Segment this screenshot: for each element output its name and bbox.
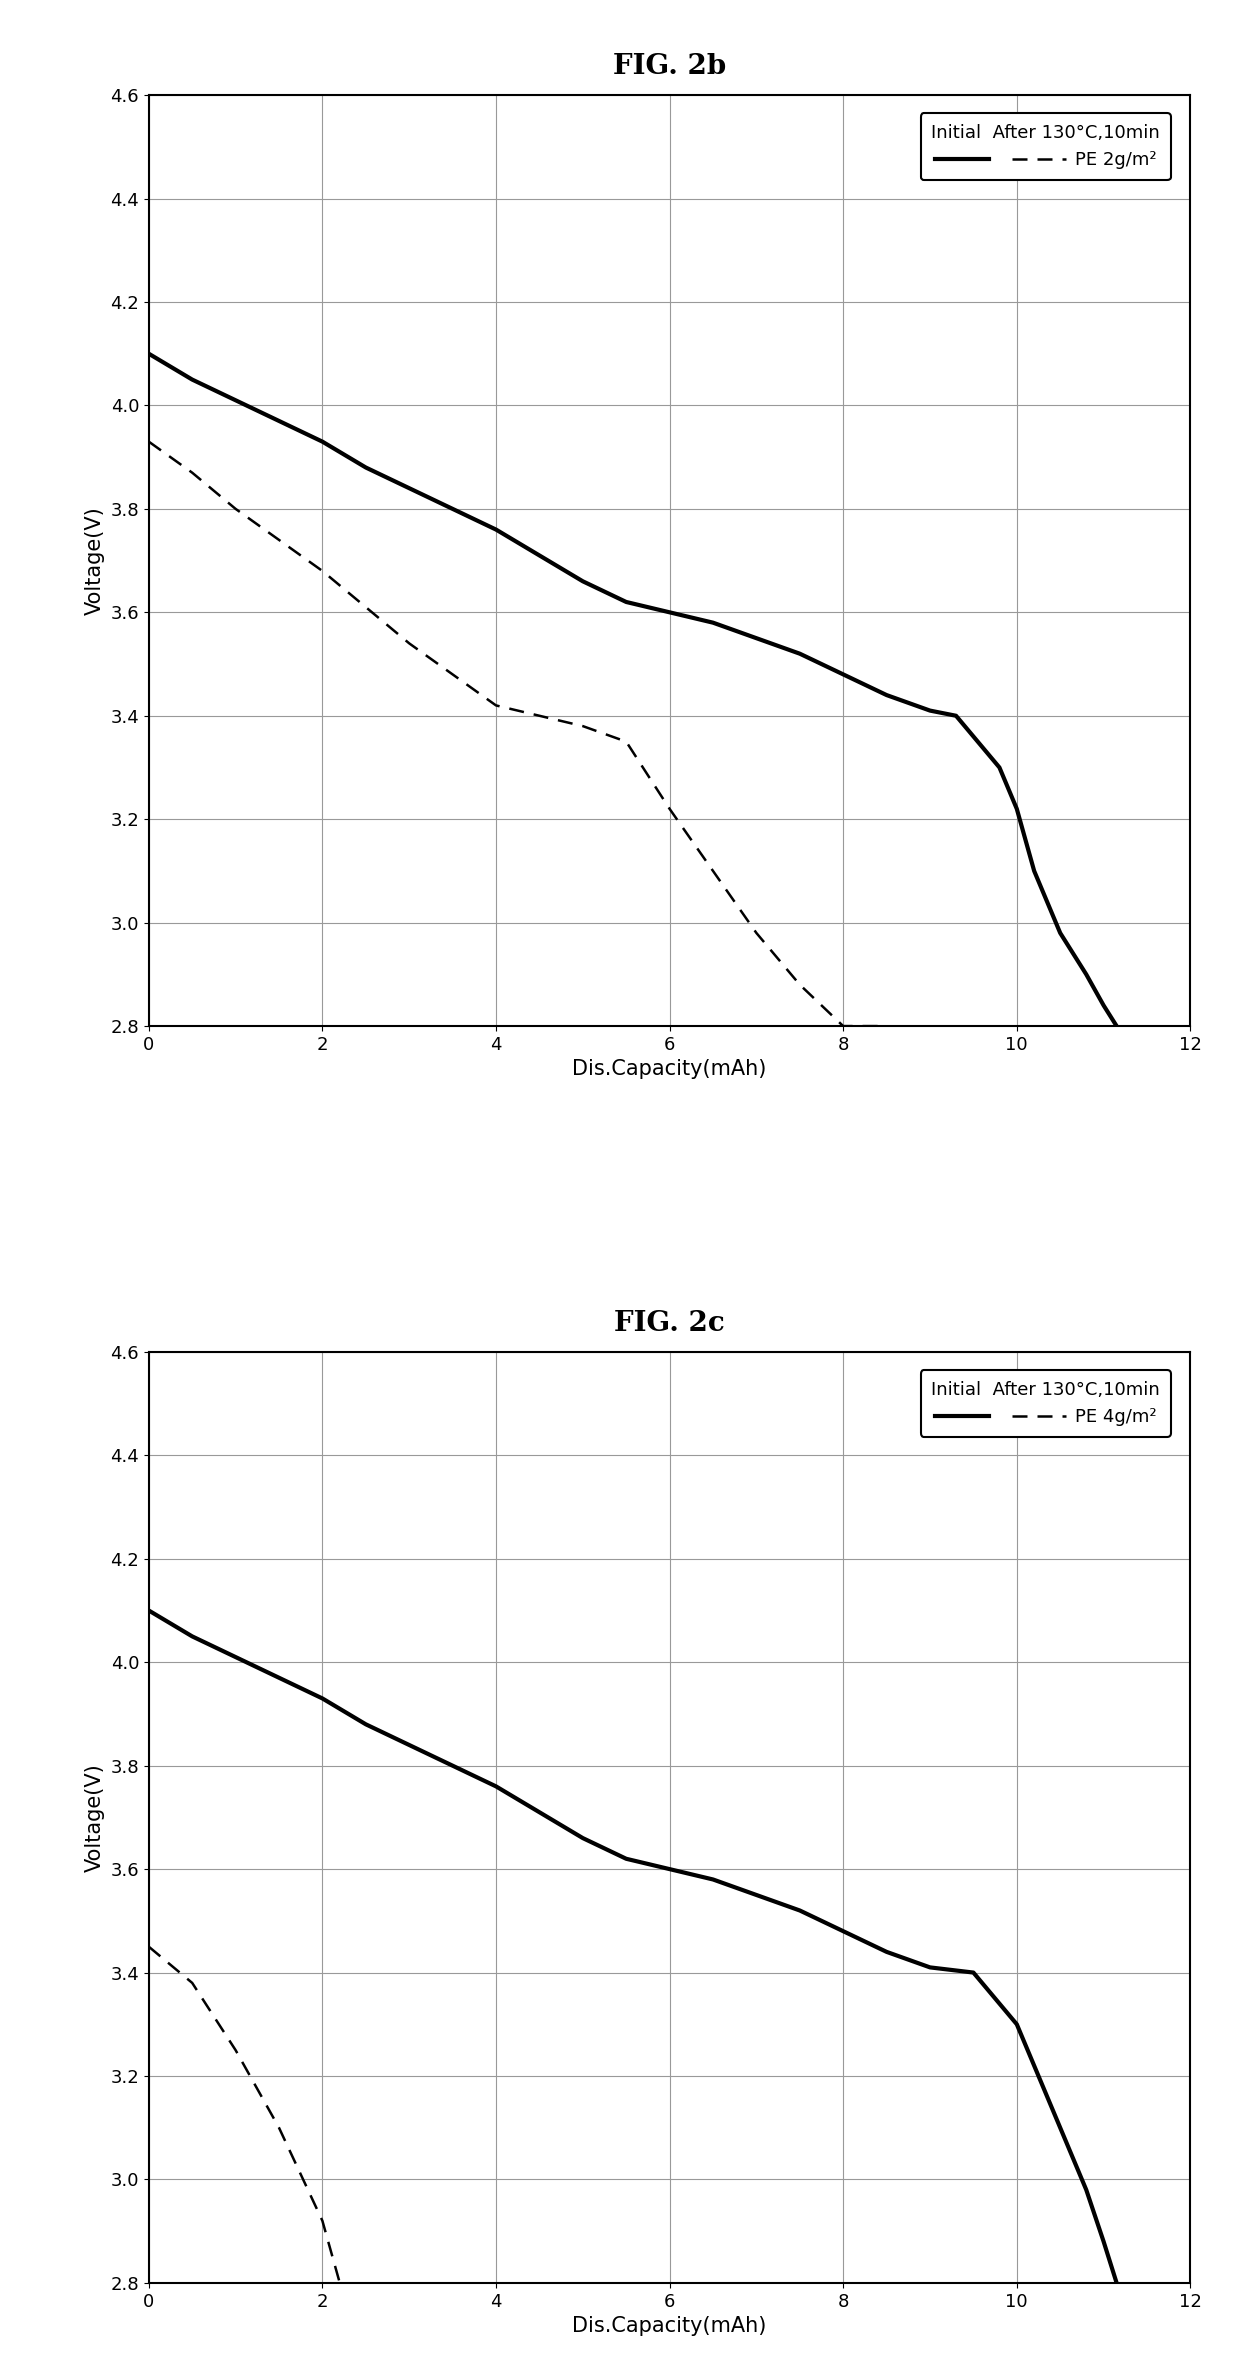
X-axis label: Dis.Capacity(mAh): Dis.Capacity(mAh) — [573, 2316, 766, 2335]
Legend: , PE 4g/m²: , PE 4g/m² — [920, 1370, 1171, 1436]
X-axis label: Dis.Capacity(mAh): Dis.Capacity(mAh) — [573, 1058, 766, 1080]
Title: FIG. 2b: FIG. 2b — [613, 52, 727, 81]
Legend: , PE 2g/m²: , PE 2g/m² — [920, 114, 1171, 181]
Title: FIG. 2c: FIG. 2c — [614, 1310, 725, 1336]
Y-axis label: Voltage(V): Voltage(V) — [84, 1762, 104, 1871]
Y-axis label: Voltage(V): Voltage(V) — [84, 507, 104, 616]
